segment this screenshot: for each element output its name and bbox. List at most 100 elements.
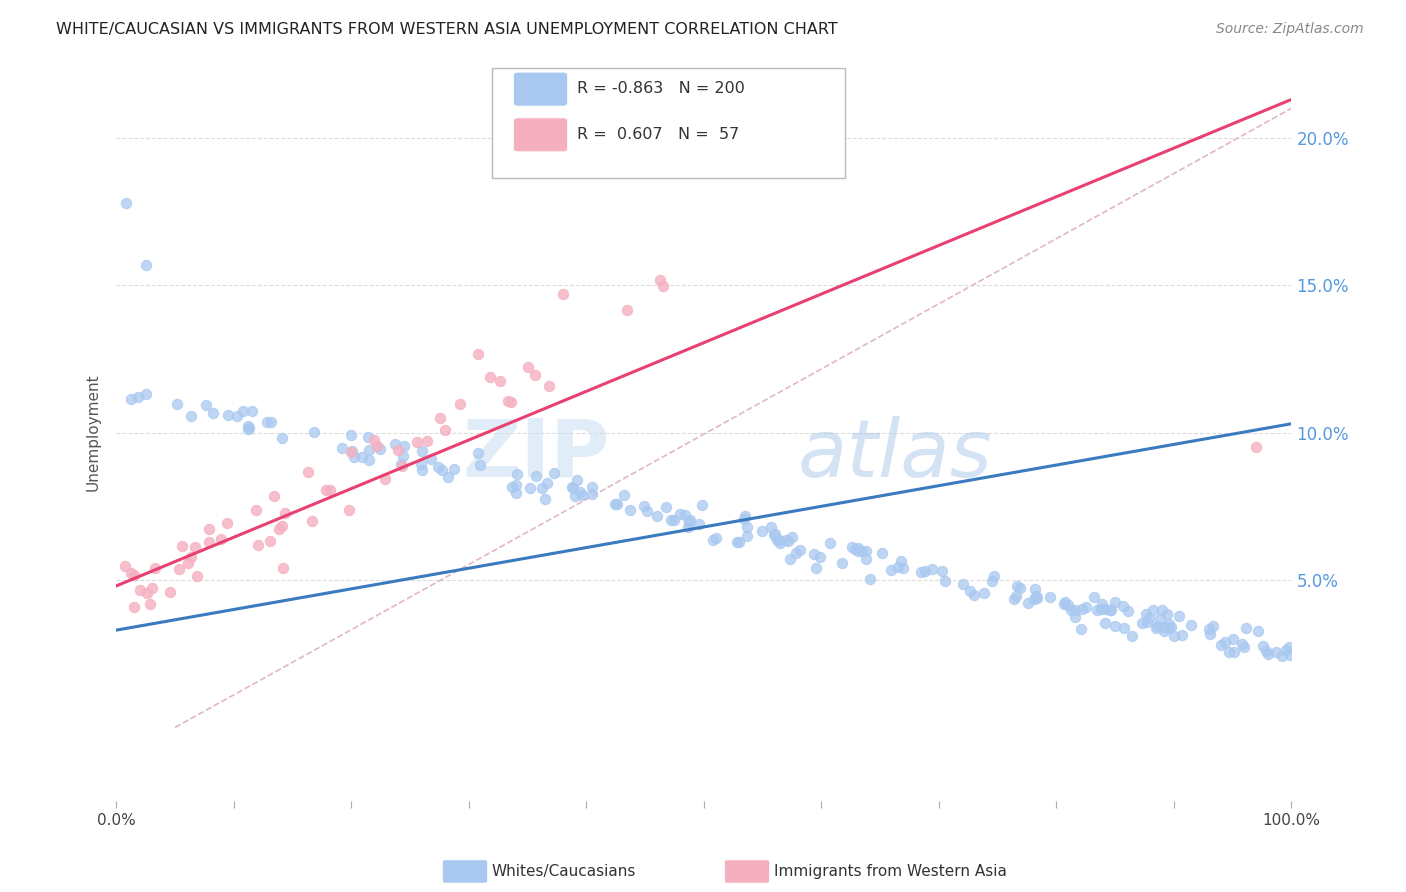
Point [782,530,804,544]
Point [1236,621,1258,635]
Point [240,404,263,418]
Point [1022,592,1045,607]
Point [1104,595,1126,609]
Point [531,481,554,495]
Point [891,561,914,575]
Point [392,439,415,453]
Point [1090,602,1112,616]
Point [114,559,136,574]
Point [659,513,682,527]
Point [1010,582,1032,596]
Point [443,462,465,476]
Text: Whites/Caucasians: Whites/Caucasians [492,864,636,879]
Point [120,566,142,580]
Point [655,500,678,515]
Point [186,569,208,583]
Point [498,393,520,408]
Point [676,520,699,534]
Point [180,409,202,423]
Point [1064,610,1087,624]
Point [733,512,755,526]
Point [1114,621,1136,635]
Point [846,544,869,558]
Point [499,394,522,409]
Point [963,588,986,602]
Point [135,387,157,401]
Point [391,458,413,473]
Point [633,500,655,514]
Point [1116,604,1139,618]
Point [678,513,700,527]
Point [1104,619,1126,633]
Point [1002,592,1025,607]
Point [973,585,995,599]
Point [135,258,157,272]
Point [1160,620,1182,634]
Point [143,560,166,574]
FancyBboxPatch shape [513,72,568,106]
Point [1257,647,1279,661]
Point [1279,648,1302,663]
Point [704,531,727,545]
Point [236,419,259,434]
Point [1024,582,1046,597]
Point [1168,608,1191,623]
Point [1271,649,1294,664]
Point [366,439,388,453]
Point [673,508,696,522]
Point [263,489,285,503]
Point [855,552,877,566]
Point [543,466,565,480]
Point [571,488,593,502]
Point [914,565,936,579]
Point [1083,590,1105,604]
Point [1059,602,1081,616]
Point [844,541,866,556]
Point [516,360,538,375]
Text: Source: ZipAtlas.com: Source: ZipAtlas.com [1216,22,1364,37]
Point [1074,599,1097,614]
Point [735,520,758,534]
Point [678,515,700,529]
Point [606,497,628,511]
Point [271,431,294,445]
Text: ZIP: ZIP [463,416,610,493]
Point [1112,599,1135,614]
Point [337,503,360,517]
Point [980,574,1002,588]
Point [1144,621,1167,635]
Point [619,502,641,516]
Point [1099,603,1122,617]
Point [846,541,869,556]
Point [177,556,200,570]
Point [519,481,541,495]
Point [664,513,686,527]
Text: R =  0.607   N =  57: R = 0.607 N = 57 [576,127,740,142]
Point [1094,602,1116,616]
Point [114,195,136,210]
Point [468,458,491,473]
Point [789,543,811,558]
Point [769,536,792,550]
Point [340,445,363,459]
Point [983,569,1005,583]
Point [430,463,453,477]
Point [226,409,249,423]
Point [1218,645,1240,659]
Point [775,533,797,548]
Point [880,563,903,577]
Point [727,534,749,549]
Point [352,450,374,464]
Point [887,560,910,574]
Point [1005,579,1028,593]
Point [959,583,981,598]
Point [259,415,281,429]
Point [765,533,787,548]
Point [449,397,471,411]
Text: Immigrants from Western Asia: Immigrants from Western Asia [773,864,1007,879]
Point [1085,603,1108,617]
Point [931,564,953,578]
Point [735,529,758,543]
Point [1211,638,1233,652]
Point [217,408,239,422]
